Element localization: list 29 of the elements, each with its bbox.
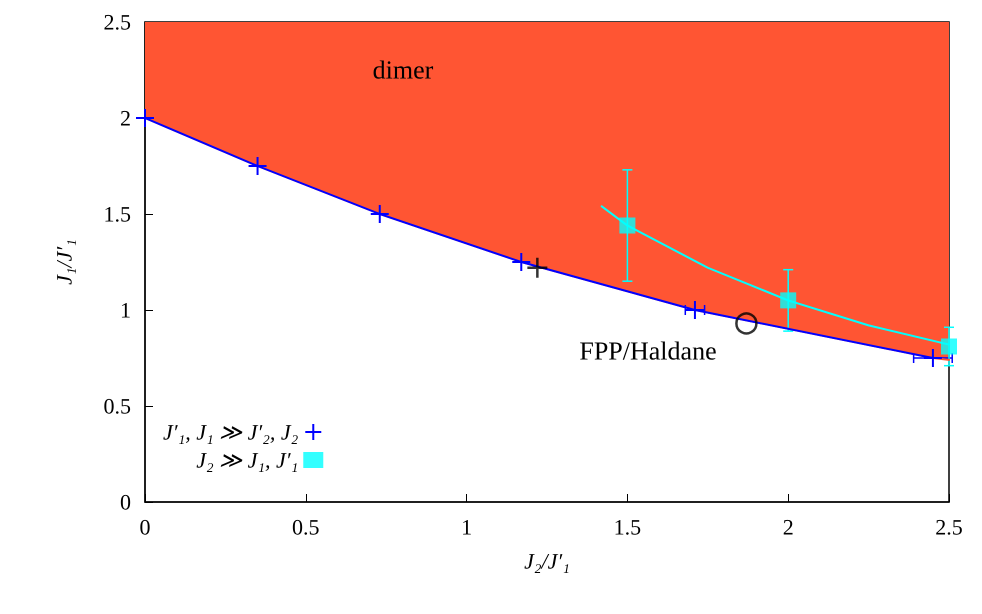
point: [370, 204, 390, 224]
x-tick-label: 0.5: [292, 514, 320, 540]
point: [135, 108, 155, 128]
point: [941, 338, 957, 354]
x-tick-label: 2.5: [935, 514, 963, 540]
x-tick-label: 1.5: [614, 514, 642, 540]
y-axis-title: J₁/J′₁: [52, 239, 76, 285]
y-tick-label: 2: [120, 106, 131, 130]
x-tick-label: 1: [461, 514, 472, 540]
y-tick-label: 1.5: [104, 202, 131, 226]
point: [780, 292, 796, 308]
point: [526, 256, 549, 280]
legend-label: J′₁, J₁ ≫ J′₂, J₂: [162, 420, 299, 444]
point: [619, 218, 636, 234]
x-axis-title: J₂/J′₁: [524, 548, 570, 574]
x-tick-label: 2: [782, 514, 794, 540]
annotation: dimer: [372, 56, 434, 84]
legend-label: J₂ ≫ J₁, J′₁: [196, 448, 298, 472]
y-tick-label: 2.5: [104, 10, 131, 34]
y-tick-label: 1: [120, 298, 131, 322]
point: [922, 348, 943, 368]
y-tick-label: 0.5: [104, 394, 131, 418]
x-tick-label: 0: [140, 514, 150, 540]
point: [511, 252, 532, 272]
point: [684, 300, 705, 320]
y-tick-label: 0: [120, 490, 131, 514]
point: [248, 156, 268, 176]
point: [735, 312, 758, 335]
annotation: FPP/Haldane: [579, 336, 717, 366]
